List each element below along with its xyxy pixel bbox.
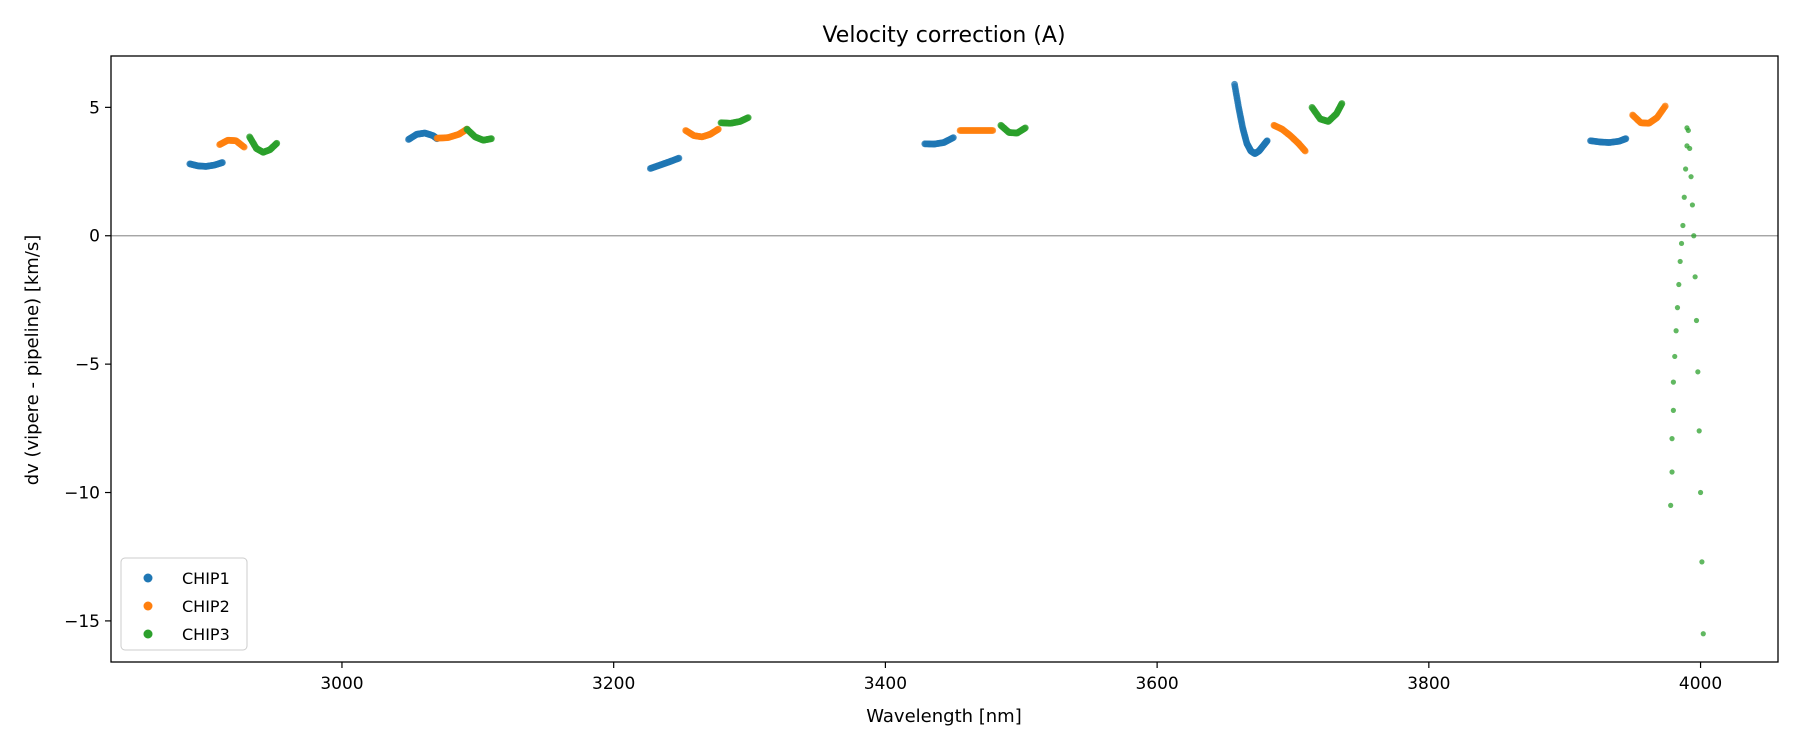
data-point [1677,258,1683,265]
data-point [1670,407,1676,413]
data-point [1338,100,1346,107]
y-tick-label: 0 [89,227,100,247]
data-point [1670,379,1676,385]
data-point [1696,428,1702,434]
data-point [1263,137,1271,145]
data-point [1661,102,1669,110]
x-tick-label: 3200 [592,674,635,694]
data-point [1700,631,1706,637]
legend-marker [143,573,153,583]
axes-frame [110,55,1779,663]
plot-area [111,80,1778,637]
data-point [1674,305,1681,311]
legend-marker [143,629,153,639]
legend: CHIP1 CHIP2 CHIP3 [120,557,248,651]
y-axis-label: dv (vipere - pipeline) [km/s] [22,235,43,486]
data-point [1681,194,1687,200]
legend-box [120,557,248,651]
data-point [989,127,997,134]
data-point [949,134,957,142]
x-tick-label: 3600 [1135,674,1178,694]
y-tick-label: 5 [89,98,100,118]
data-point [1688,174,1694,180]
data-point [488,135,495,143]
data-point [1697,489,1704,496]
legend-label: CHIP1 [182,569,230,588]
data-point [1692,274,1698,280]
y-tick-label: −15 [64,612,100,632]
data-point [714,125,722,133]
data-point [1622,135,1630,143]
legend-label: CHIP3 [182,625,230,644]
x-tick-label: 4000 [1679,674,1722,694]
data-point [1695,369,1701,375]
data-point [1683,166,1689,172]
data-point [1021,124,1029,132]
data-point [1673,328,1679,334]
data-point [1680,222,1686,229]
series-chip1 [186,80,1630,172]
data-point [1669,436,1675,442]
x-tick-label: 3400 [864,674,907,694]
data-point [1699,559,1705,565]
data-point [675,154,683,162]
data-point [1672,353,1678,360]
data-point [1678,240,1685,247]
y-tick-label: −5 [75,355,100,375]
data-point [1689,202,1696,208]
data-point [219,159,226,166]
y-tick-label: −10 [64,484,100,504]
x-axis-label: Wavelength [nm] [866,706,1022,727]
data-point [1676,281,1682,288]
data-point [1691,233,1697,239]
data-point [744,114,752,122]
data-point [240,143,248,151]
data-point [1301,147,1309,155]
axis-ticks: 3000 3200 3400 3600 3800 4000 5 0 −5 −10 −15 [64,98,1722,694]
data-point [273,139,281,147]
data-point [1693,317,1700,324]
data-point [1668,502,1674,508]
data-point [1669,469,1675,475]
legend-marker [143,601,153,611]
chart-title: Velocity correction (A) [822,23,1065,48]
series-chip3 [246,100,1706,637]
data-point [1685,127,1691,134]
x-tick-label: 3000 [320,674,363,694]
legend-label: CHIP2 [182,597,230,616]
x-tick-label: 3800 [1407,674,1450,694]
data-point [1687,145,1693,152]
